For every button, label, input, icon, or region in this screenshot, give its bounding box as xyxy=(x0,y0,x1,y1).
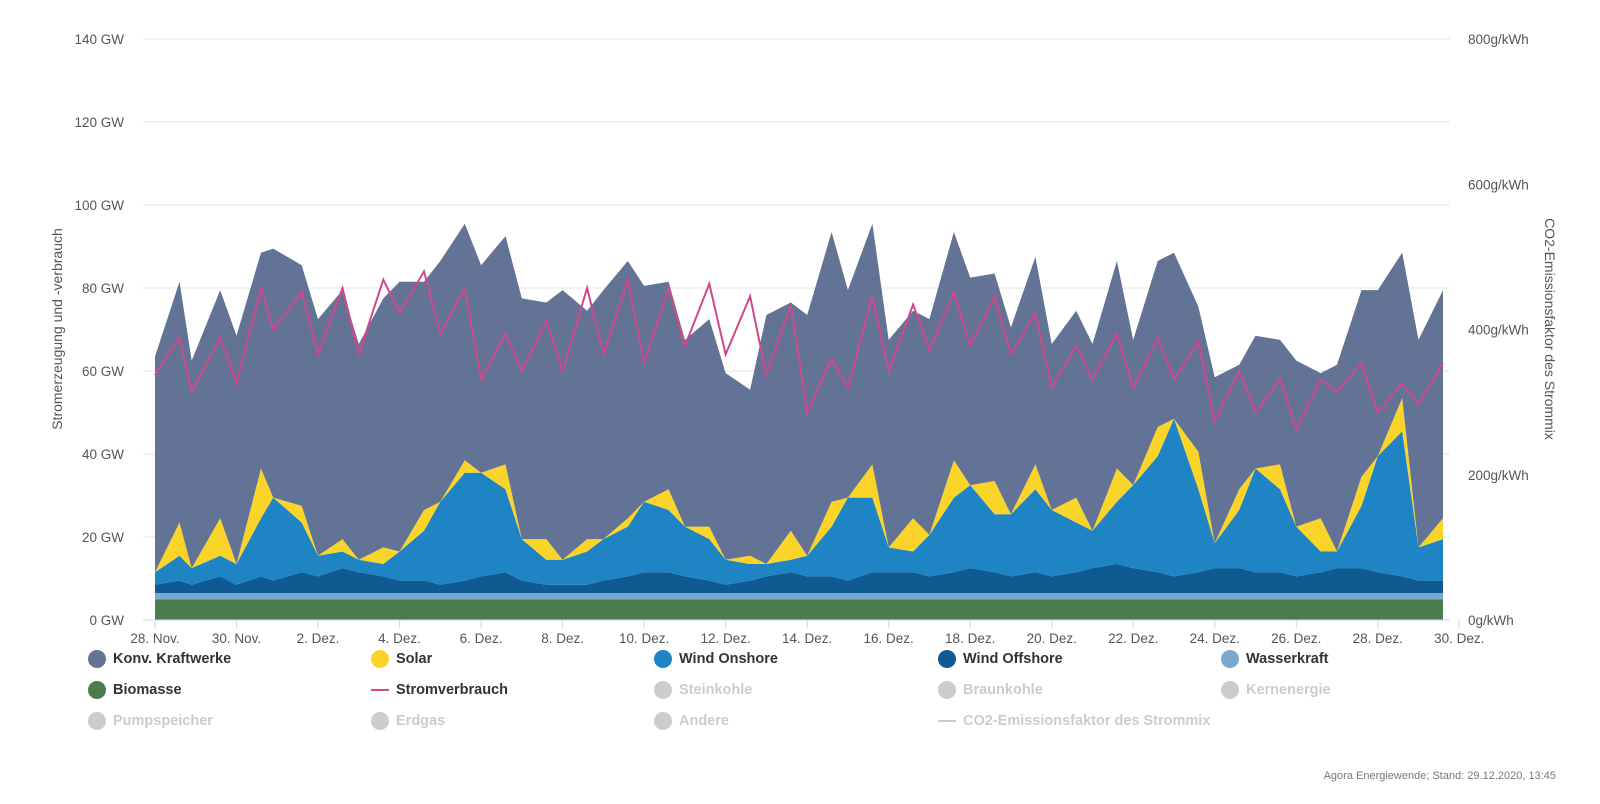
area-wind-onshore xyxy=(155,418,1443,585)
legend-line-symbol xyxy=(371,689,389,691)
legend-label: Andere xyxy=(679,713,729,729)
legend-dot-symbol xyxy=(654,650,672,668)
legend-dot-symbol xyxy=(938,650,956,668)
legend-item-solar[interactable]: Solar xyxy=(371,648,432,670)
legend-label: Wasserkraft xyxy=(1246,651,1329,667)
legend-item-wind-onshore[interactable]: Wind Onshore xyxy=(654,648,778,670)
x-tick-label: 8. Dez. xyxy=(541,631,584,646)
legend-item-stromverbrauch[interactable]: Stromverbrauch xyxy=(371,679,508,701)
area-wind-offshore xyxy=(155,564,1443,593)
x-tick-label: 2. Dez. xyxy=(297,631,340,646)
legend-item-wind-offshore[interactable]: Wind Offshore xyxy=(938,648,1063,670)
legend-label: Steinkohle xyxy=(679,682,753,698)
legend-item-biomasse[interactable]: Biomasse xyxy=(88,679,182,701)
legend-label: Wind Offshore xyxy=(963,651,1063,667)
x-tick-label: 6. Dez. xyxy=(460,631,503,646)
legend-item-andere[interactable]: Andere xyxy=(654,710,729,732)
y-tick-label-left: 20 GW xyxy=(82,530,124,545)
axes: 0 GW 20 GW 40 GW 60 GW 80 GW 100 GW 120 GW 140 … xyxy=(74,32,1528,646)
x-tick-label: 28. Nov. xyxy=(130,631,179,646)
legend-item-kernenergie[interactable]: Kernenergie xyxy=(1221,679,1331,701)
y-tick-label-right: 600g/kWh xyxy=(1468,177,1529,192)
legend-dot-symbol xyxy=(1221,681,1239,699)
legend-dot-symbol xyxy=(371,712,389,730)
x-tick-label: 22. Dez. xyxy=(1108,631,1158,646)
legend-dot-symbol xyxy=(654,681,672,699)
x-tick-label: 24. Dez. xyxy=(1190,631,1240,646)
x-tick-label: 12. Dez. xyxy=(700,631,750,646)
legend-item-konv-kraftwerke[interactable]: Konv. Kraftwerke xyxy=(88,648,231,670)
x-tick-label: 28. Dez. xyxy=(1353,631,1403,646)
y-tick-label-right: 800g/kWh xyxy=(1468,32,1529,47)
y-tick-label-right: 200g/kWh xyxy=(1468,468,1529,483)
legend-label: Braunkohle xyxy=(963,682,1043,698)
area-biomasse xyxy=(155,599,1443,620)
area-konv-kraftwerke xyxy=(155,223,1443,573)
x-tick-label: 10. Dez. xyxy=(619,631,669,646)
x-tick-label: 4. Dez. xyxy=(378,631,421,646)
legend-label: Solar xyxy=(396,651,433,667)
x-tick-label: 20. Dez. xyxy=(1027,631,1077,646)
x-tick-label: 14. Dez. xyxy=(782,631,832,646)
legend-dot-symbol xyxy=(371,650,389,668)
legend-item-co2-emissionsfaktor-des-strommix[interactable]: CO2-Emissionsfaktor des Strommix xyxy=(938,710,1210,732)
legend-label: CO2-Emissionsfaktor des Strommix xyxy=(963,713,1211,729)
legend-item-wasserkraft[interactable]: Wasserkraft xyxy=(1221,648,1328,670)
legend-dot-symbol xyxy=(938,681,956,699)
legend-label: Erdgas xyxy=(396,713,446,729)
legend-label: Wind Onshore xyxy=(679,651,778,667)
legend-item-pumpspeicher[interactable]: Pumpspeicher xyxy=(88,710,213,732)
y-tick-label-left: 140 GW xyxy=(74,32,124,47)
line-stromverbrauch xyxy=(154,268,1444,432)
y-axis-title-right: CO2-Emissionsfaktor des Strommix xyxy=(1542,218,1558,440)
legend-label: Pumpspeicher xyxy=(113,713,213,729)
stacked-areas xyxy=(155,223,1443,620)
y-tick-label-left: 100 GW xyxy=(74,198,124,213)
y-tick-label-right: 0g/kWh xyxy=(1468,613,1514,628)
x-tick-label: 18. Dez. xyxy=(945,631,995,646)
y-tick-label-left: 80 GW xyxy=(82,281,124,296)
legend-item-steinkohle[interactable]: Steinkohle xyxy=(654,679,752,701)
legend-dot-symbol xyxy=(1221,650,1239,668)
legend-dot-symbol xyxy=(654,712,672,730)
legend-line-symbol xyxy=(938,720,956,722)
legend-dot-symbol xyxy=(88,681,106,699)
legend-label: Stromverbrauch xyxy=(396,682,509,698)
y-tick-label-left: 40 GW xyxy=(82,447,124,462)
y-tick-label-left: 120 GW xyxy=(74,115,124,130)
source-credit: Agora Energiewende; Stand: 29.12.2020, 1… xyxy=(1323,770,1556,782)
y-tick-label-left: 0 GW xyxy=(89,613,124,628)
x-tick-label: 26. Dez. xyxy=(1271,631,1321,646)
area-wasserkraft xyxy=(155,593,1443,600)
legend-item-erdgas[interactable]: Erdgas xyxy=(371,710,445,732)
y-tick-label-right: 400g/kWh xyxy=(1468,323,1529,338)
legend-label: Biomasse xyxy=(113,682,182,698)
legend-dot-symbol xyxy=(88,712,106,730)
x-tick-label: 16. Dez. xyxy=(864,631,914,646)
legend-label: Kernenergie xyxy=(1246,682,1331,698)
x-tick-label: 30. Dez. xyxy=(1434,631,1484,646)
x-tick-label: 30. Nov. xyxy=(212,631,261,646)
consumption-line xyxy=(154,268,1444,432)
legend-label: Konv. Kraftwerke xyxy=(113,651,232,667)
y-tick-label-left: 60 GW xyxy=(82,364,124,379)
y-axis-title-left: Stromerzeugung und -verbrauch xyxy=(49,228,65,430)
legend-dot-symbol xyxy=(88,650,106,668)
legend-item-braunkohle[interactable]: Braunkohle xyxy=(938,679,1043,701)
